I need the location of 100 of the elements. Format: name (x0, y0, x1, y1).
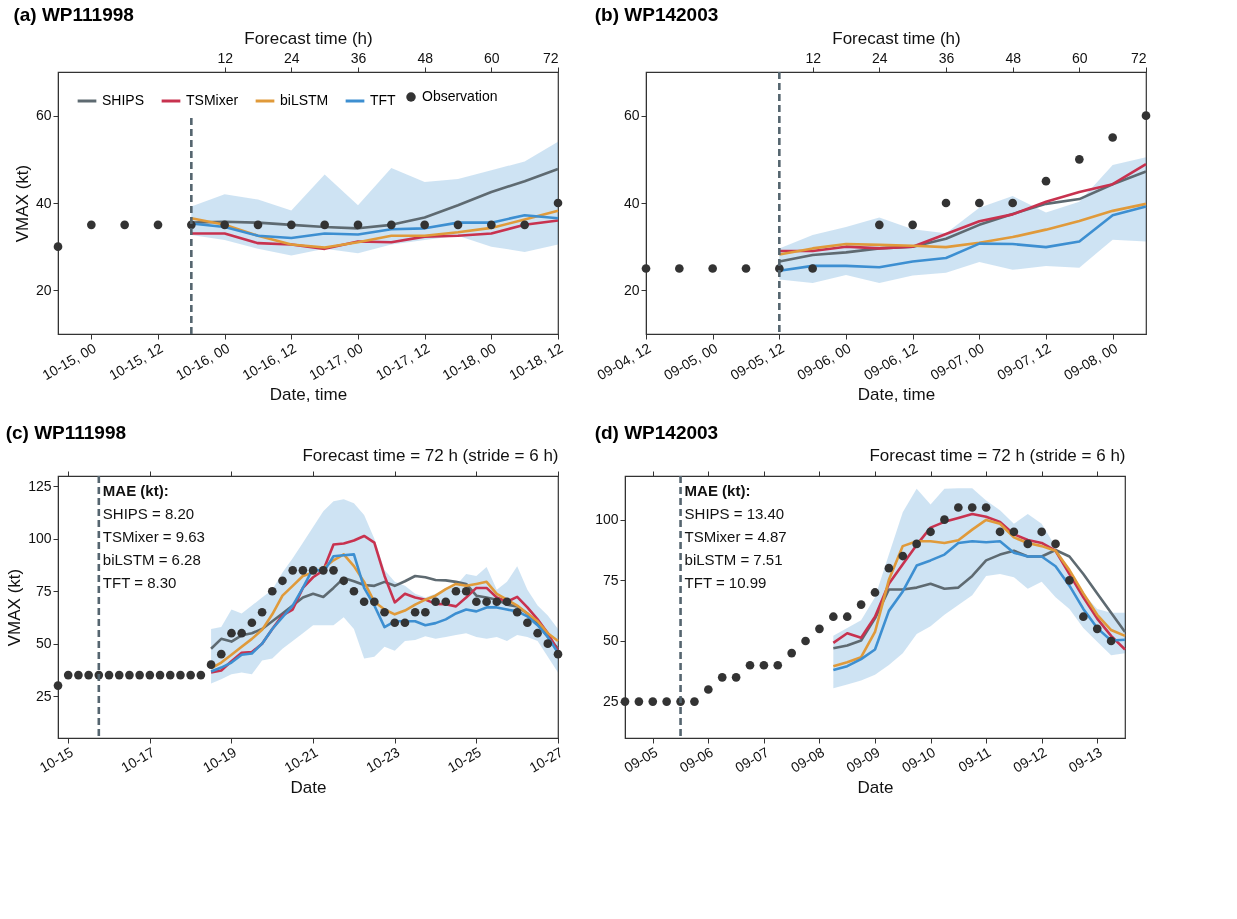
point (675, 264, 684, 273)
y-axis-title: VMAX (kt) (5, 568, 25, 647)
x2-tick-label: 24 (872, 49, 888, 66)
point (287, 220, 296, 230)
point (648, 697, 658, 706)
chart-subtitle: Forecast time = 72 h (stride = 6 h) (869, 446, 1126, 465)
x2-axis-title: Forecast time (h) (832, 28, 961, 48)
point (520, 220, 529, 230)
point (349, 586, 359, 596)
point (247, 618, 257, 628)
annotation: TSMixer = 9.63 (102, 528, 205, 545)
point (641, 264, 651, 273)
point (1065, 575, 1074, 585)
point (155, 670, 165, 680)
y-axis-title: VMAX (kt) (12, 164, 32, 243)
y-tick-label: 60 (623, 107, 640, 124)
point (421, 607, 430, 617)
point (690, 697, 699, 706)
annotation: TFT = 10.99 (684, 574, 767, 591)
x2-tick-label: 48 (417, 49, 434, 66)
point (908, 220, 917, 230)
legend-label: TFT (370, 92, 397, 108)
point (815, 624, 824, 634)
point (353, 220, 363, 230)
x-axis-title: Date (290, 777, 327, 797)
point (1041, 176, 1051, 186)
point (53, 242, 63, 251)
point (165, 670, 175, 680)
point (926, 527, 935, 537)
point (145, 670, 155, 680)
line-series (832, 539, 1127, 672)
point (359, 597, 369, 607)
point (84, 670, 93, 680)
y-tick-label: 75 (602, 571, 619, 588)
y-tick-label: 25 (35, 687, 52, 704)
point (912, 539, 921, 549)
annotation: biLSTM = 7.51 (684, 551, 783, 568)
point (995, 527, 1005, 537)
chart-subtitle: Forecast time = 72 h (stride = 6 h) (302, 446, 559, 465)
x2-tick-label: 24 (284, 49, 300, 66)
x2-tick-label: 36 (350, 49, 367, 66)
point (1023, 539, 1033, 549)
y-tick-label: 40 (35, 194, 52, 211)
x2-tick-label: 48 (1005, 49, 1022, 66)
point (954, 503, 963, 512)
point (318, 566, 328, 575)
point (787, 648, 796, 658)
point (745, 660, 755, 670)
point (1009, 527, 1019, 537)
point (390, 618, 400, 628)
point (370, 597, 379, 607)
point (288, 566, 298, 575)
point (553, 649, 563, 659)
point (543, 639, 553, 648)
point (220, 220, 229, 230)
annotation: SHIPS = 8.20 (102, 505, 195, 522)
point (135, 670, 144, 680)
x2-tick-label: 12 (217, 49, 234, 66)
point (801, 636, 810, 646)
point (278, 576, 287, 586)
point (502, 597, 512, 607)
x2-tick-label: 60 (1072, 49, 1088, 66)
point (487, 220, 496, 230)
point (620, 697, 630, 706)
point (380, 607, 389, 617)
point (523, 618, 532, 628)
point (808, 264, 817, 273)
y-tick-label: 20 (35, 281, 52, 298)
point (431, 597, 440, 607)
point (196, 670, 206, 680)
annotation: MAE (kt): (102, 482, 169, 499)
point (1051, 539, 1060, 549)
legend-label: SHIPS (102, 92, 145, 108)
y-tick-label: 50 (602, 632, 619, 649)
x2-axis-title: Forecast time (h) (244, 28, 373, 48)
point (731, 673, 741, 682)
point (320, 220, 329, 230)
point (884, 563, 894, 573)
point (87, 220, 96, 230)
point (708, 264, 717, 273)
line-series (778, 202, 1148, 256)
point (1037, 527, 1046, 537)
x2-tick-label: 60 (484, 49, 500, 66)
point (441, 597, 451, 607)
point (856, 600, 866, 609)
point (704, 685, 713, 694)
point (267, 586, 277, 596)
chart-title: (a) WP111998 (13, 4, 134, 25)
point (114, 670, 124, 680)
point (400, 618, 410, 628)
annotation: SHIPS = 13.40 (684, 505, 785, 522)
legend-label: biLSTM (280, 92, 329, 108)
y-tick-label: 40 (623, 194, 640, 211)
point (759, 660, 769, 670)
point (453, 220, 463, 230)
point (870, 588, 880, 597)
point (981, 503, 991, 512)
x2-tick-label: 36 (938, 49, 955, 66)
legend-label: TSMixer (186, 92, 239, 108)
y-tick-label: 50 (35, 635, 52, 652)
